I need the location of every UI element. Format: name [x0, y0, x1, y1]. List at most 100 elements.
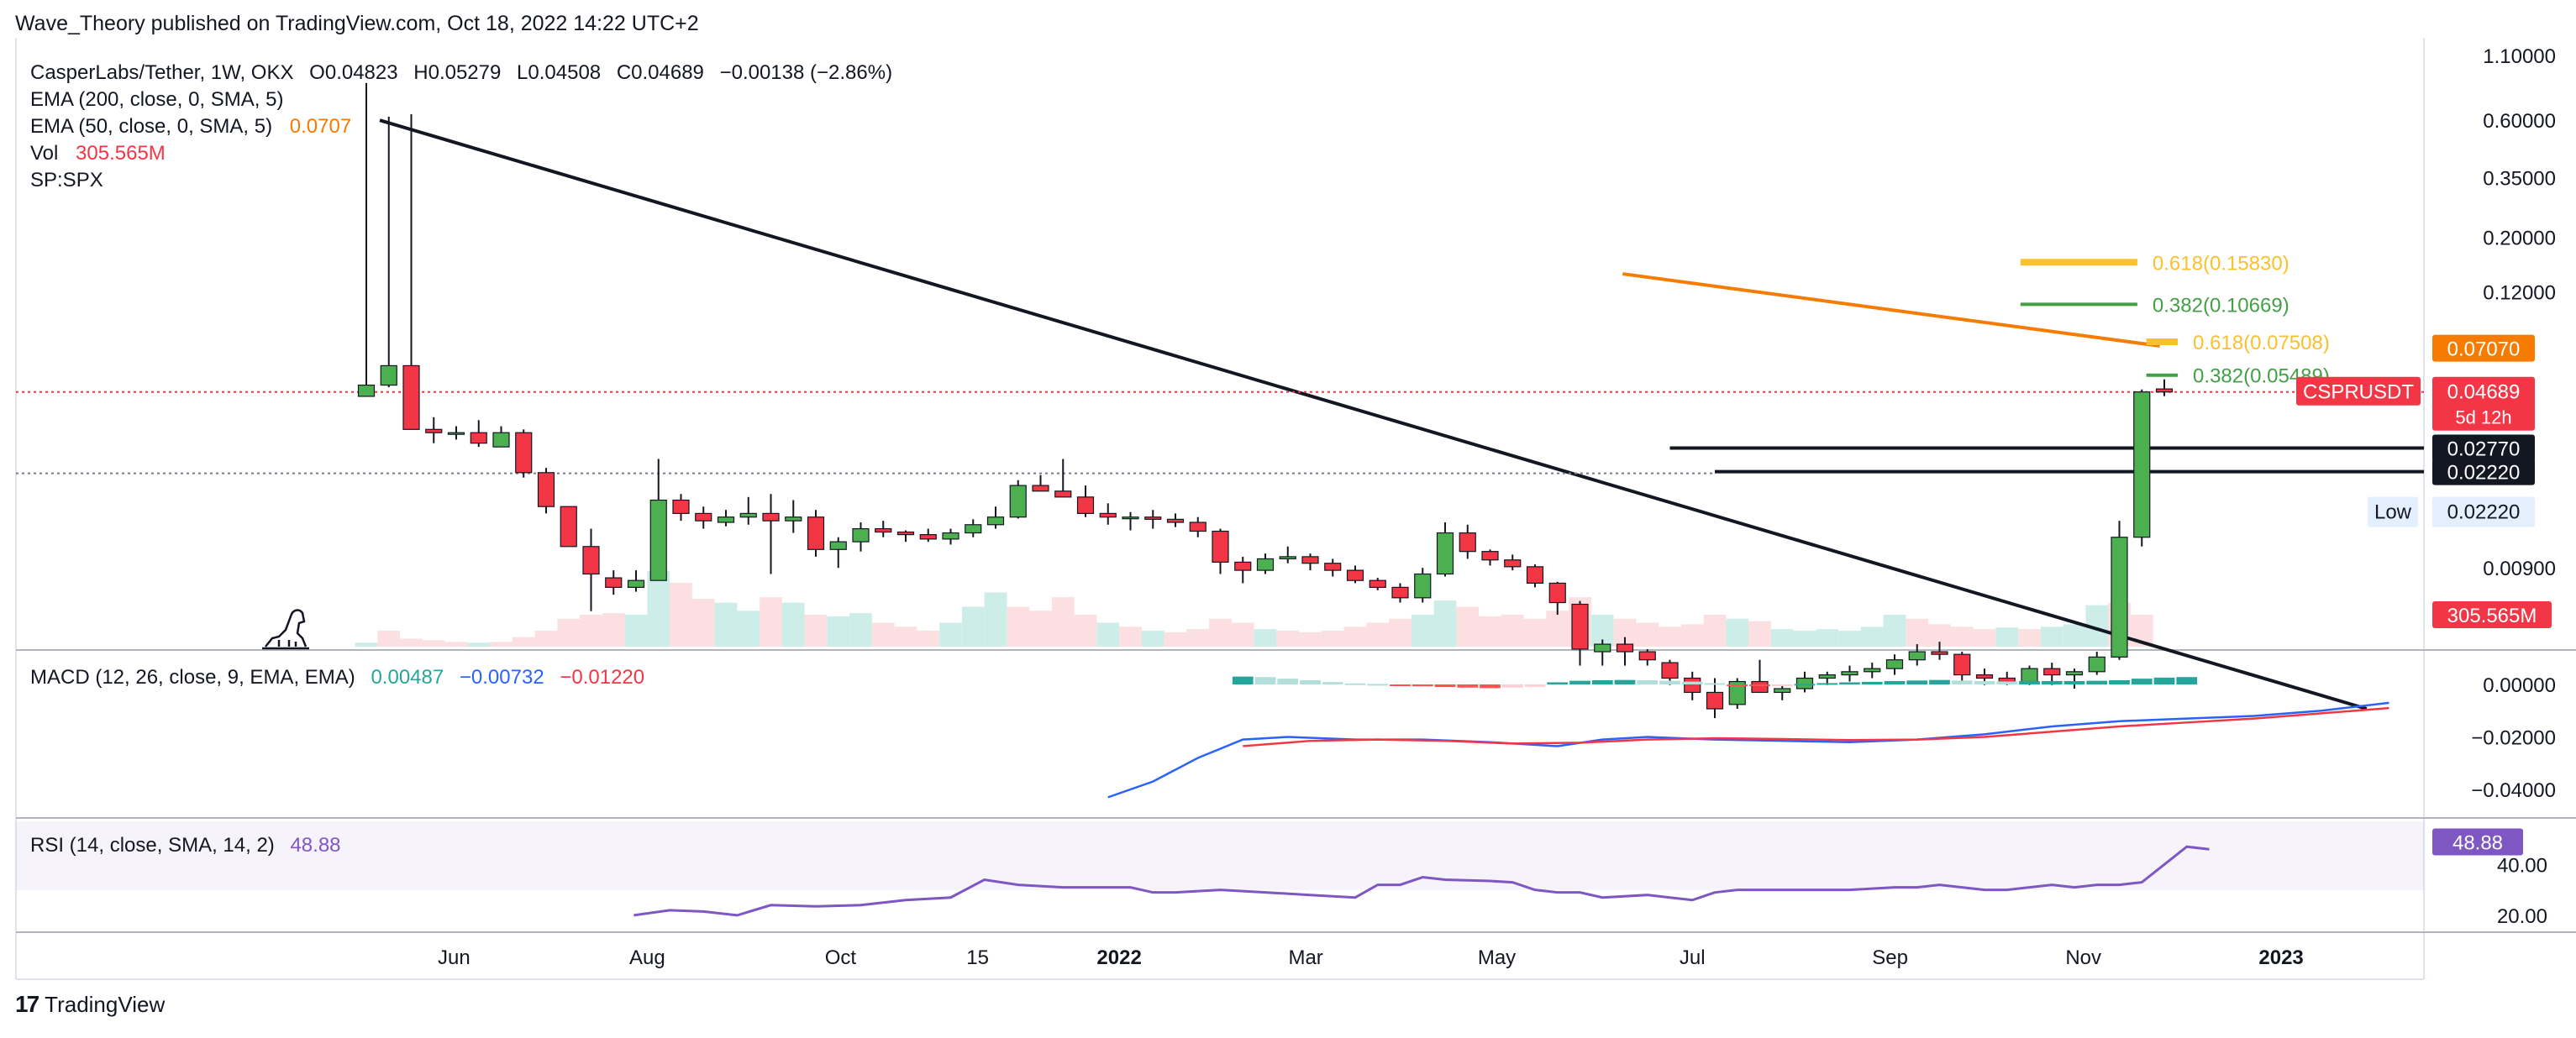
candle-body-47[interactable] — [1414, 573, 1432, 599]
volume-bar-20 — [804, 615, 828, 647]
candle-body-69[interactable] — [1908, 651, 1926, 661]
candle-body-58[interactable] — [1661, 662, 1679, 679]
candle-body-49[interactable] — [1459, 532, 1476, 553]
candle-body-54[interactable] — [1571, 603, 1589, 650]
candle-body-51[interactable] — [1504, 559, 1522, 568]
candle-body-79[interactable] — [2133, 391, 2151, 538]
candle-body-25[interactable] — [919, 533, 937, 540]
volume-bar-40 — [1254, 629, 1277, 647]
tradingview-logo-icon: 17 — [15, 991, 39, 1017]
candle-body-61[interactable] — [1728, 680, 1746, 705]
ohlc-open: O0.04823 — [309, 61, 397, 84]
candle-body-78[interactable] — [2111, 537, 2128, 658]
candle-body-44[interactable] — [1346, 569, 1364, 581]
fib-retracement[interactable]: 0.618(0.15830) 0.382(0.10669) 0.618(0.0750… — [2020, 252, 2330, 388]
candle-body-22[interactable] — [852, 527, 870, 543]
candle-body-72[interactable] — [1975, 674, 1994, 679]
candle-body-15[interactable] — [695, 512, 712, 522]
candle-body-21[interactable] — [829, 541, 847, 550]
candle-body-40[interactable] — [1256, 558, 1275, 571]
candle-body-27[interactable] — [965, 524, 982, 534]
candle-body-34[interactable] — [1122, 516, 1139, 520]
price-axis[interactable]: 1.10000 0.60000 0.35000 0.20000 0.12000 0.009… — [2296, 45, 2556, 628]
volume-bar-23 — [871, 622, 895, 647]
volume-bar-49 — [1456, 606, 1480, 647]
candle-body-52[interactable] — [1526, 566, 1544, 585]
candle-body-63[interactable] — [1774, 688, 1791, 694]
candle-body-41[interactable] — [1279, 556, 1296, 560]
candle-body-11[interactable] — [605, 577, 623, 588]
candle-body-14[interactable] — [672, 499, 690, 515]
candle-body-57[interactable] — [1638, 651, 1656, 661]
candle-body-6[interactable] — [492, 432, 510, 448]
candle-body-55[interactable] — [1594, 643, 1611, 653]
candle-body-36[interactable] — [1166, 518, 1185, 523]
candle-body-31[interactable] — [1054, 490, 1072, 498]
candle-body-48[interactable] — [1436, 532, 1454, 575]
candle-body-20[interactable] — [807, 516, 825, 550]
candle-body-67[interactable] — [1864, 668, 1881, 673]
candle-body-16[interactable] — [717, 516, 735, 523]
candle-body-76[interactable] — [2065, 671, 2084, 676]
candle-body-68[interactable] — [1885, 659, 1904, 669]
candle-body-46[interactable] — [1391, 586, 1409, 599]
candle-body-33[interactable] — [1099, 512, 1117, 518]
candle-body-5[interactable] — [470, 432, 487, 444]
candle-body-53[interactable] — [1548, 582, 1566, 604]
candle-body-77[interactable] — [2088, 656, 2105, 673]
candle-body-3[interactable] — [425, 428, 443, 433]
time-axis[interactable]: Jun Aug Oct 15 2022 Mar May Jul Sep Nov 2023 — [438, 946, 2304, 969]
macd-hist-bar-11 — [1480, 684, 1501, 689]
descending-trendline[interactable] — [379, 118, 2368, 710]
candle-body-12[interactable] — [627, 579, 645, 588]
candle-body-28[interactable] — [986, 516, 1005, 526]
volume-bar-30 — [1029, 611, 1052, 647]
candle-body-73[interactable] — [1998, 677, 2016, 683]
candle-body-13[interactable] — [649, 499, 667, 581]
candle-body-23[interactable] — [875, 527, 892, 533]
candle-body-42[interactable] — [1301, 556, 1319, 564]
macd-value-hist: 0.00487 — [371, 666, 444, 689]
candle-body-70[interactable] — [1931, 651, 1948, 655]
candle-body-0[interactable] — [357, 384, 376, 397]
candle-body-50[interactable] — [1481, 551, 1499, 561]
time-label-7: Jul — [1680, 946, 1706, 969]
volume-bar-31 — [1051, 597, 1075, 647]
candle-body-56[interactable] — [1616, 643, 1634, 653]
candle-body-7[interactable] — [515, 432, 533, 474]
candle-body-26[interactable] — [942, 532, 959, 540]
candle-body-45[interactable] — [1369, 579, 1386, 588]
candle-body-4[interactable] — [447, 432, 465, 435]
candle-body-1[interactable] — [380, 364, 397, 386]
candle-body-60[interactable] — [1706, 691, 1724, 710]
candle-body-64[interactable] — [1795, 677, 1814, 689]
volume-bar-21 — [827, 616, 850, 647]
candle-body-62[interactable] — [1751, 680, 1769, 694]
fib-label-2: 0.618(0.07508) — [2193, 332, 2330, 354]
candle-body-39[interactable] — [1234, 561, 1252, 571]
candle-body-59[interactable] — [1684, 677, 1701, 694]
candle-body-8[interactable] — [537, 472, 555, 507]
candle-body-32[interactable] — [1076, 496, 1095, 515]
candle-body-29[interactable] — [1009, 485, 1027, 518]
candle-body-9[interactable] — [560, 506, 577, 548]
candle-body-71[interactable] — [1953, 653, 1971, 676]
candle-body-24[interactable] — [896, 531, 915, 536]
candle-body-17[interactable] — [739, 512, 757, 518]
candle-body-19[interactable] — [785, 516, 802, 522]
candle-body-66[interactable] — [1841, 671, 1858, 676]
candle-body-18[interactable] — [762, 512, 780, 522]
rsi-band — [16, 821, 2424, 890]
candle-body-2[interactable] — [402, 364, 420, 430]
candle-body-37[interactable] — [1189, 522, 1207, 532]
candle-body-80[interactable] — [2155, 388, 2174, 393]
candle-body-43[interactable] — [1324, 563, 1342, 571]
candle-body-35[interactable] — [1144, 516, 1162, 520]
candle-body-10[interactable] — [582, 546, 600, 575]
candle-body-65[interactable] — [1818, 674, 1836, 679]
candle-body-30[interactable] — [1032, 485, 1049, 492]
candle-body-75[interactable] — [2043, 668, 2061, 676]
candle-body-74[interactable] — [2021, 668, 2038, 683]
candle-body-38[interactable] — [1212, 530, 1229, 563]
